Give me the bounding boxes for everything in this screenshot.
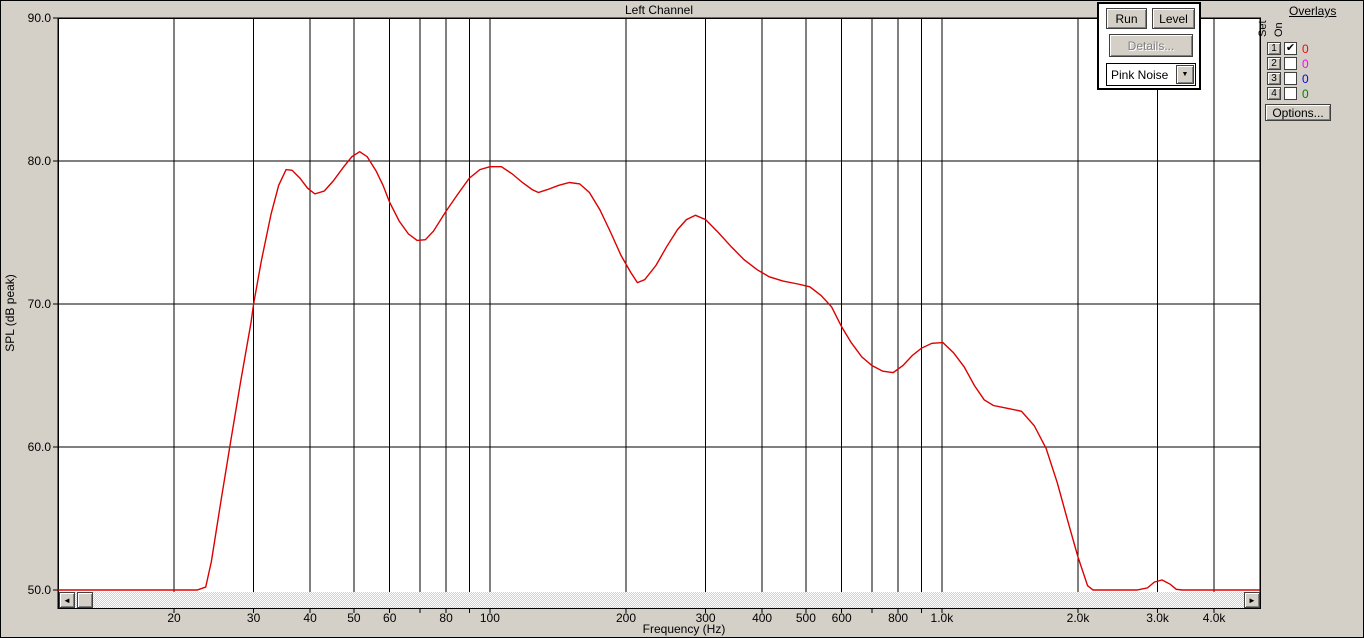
x-tick-label: 1.0k <box>931 611 955 625</box>
x-tick-label: 60 <box>383 611 397 625</box>
chevron-down-icon[interactable]: ▼ <box>1176 65 1194 84</box>
x-tick-label: 400 <box>752 611 772 625</box>
x-tick-label: 100 <box>480 611 500 625</box>
x-tick-label: 3.0k <box>1146 611 1170 625</box>
level-button[interactable]: Level <box>1152 8 1195 29</box>
overlay-set-3-button[interactable]: 3 <box>1267 72 1281 85</box>
x-tick-label: 20 <box>167 611 181 625</box>
x-tick-label: 80 <box>439 611 453 625</box>
x-tick-label: 200 <box>616 611 636 625</box>
overlay-on-2-checkbox[interactable] <box>1284 57 1297 70</box>
overlay-on-1-checkbox[interactable]: ✔ <box>1284 42 1297 55</box>
spl-curve <box>58 150 1260 591</box>
y-tick-label: 50.0 <box>28 583 52 597</box>
overlays-set-column-label: Set <box>1257 20 1269 37</box>
x-tick-label: 2.0k <box>1067 611 1091 625</box>
signal-selected-value: Pink Noise <box>1111 68 1169 82</box>
overlay-set-4-button[interactable]: 4 <box>1267 87 1281 100</box>
overlay-row-1: 1 ✔ 0 <box>1261 42 1363 56</box>
overlay-2-value: 0 <box>1302 57 1309 71</box>
overlay-set-2-button[interactable]: 2 <box>1267 57 1281 70</box>
overlay-1-value: 0 <box>1302 42 1309 56</box>
control-panel: Run Level Details... Pink Noise ▼ <box>1097 2 1201 90</box>
x-axis-title: Frequency (Hz) <box>642 622 726 636</box>
chart-title: Left Channel <box>624 3 694 17</box>
overlay-on-4-checkbox[interactable] <box>1284 87 1297 100</box>
x-tick-label: 800 <box>888 611 908 625</box>
overlay-3-value: 0 <box>1302 72 1309 86</box>
overlay-row-3: 3 0 <box>1261 72 1363 86</box>
overlay-row-4: 4 0 <box>1261 87 1363 101</box>
x-tick-label: 500 <box>796 611 816 625</box>
x-tick-label: 40 <box>303 611 317 625</box>
options-button[interactable]: Options... <box>1265 104 1331 121</box>
run-button[interactable]: Run <box>1106 8 1147 29</box>
frequency-scrollbar[interactable]: ◄ ► <box>59 592 1260 608</box>
scrollbar-thumb[interactable] <box>77 592 93 608</box>
overlay-4-value: 0 <box>1302 87 1309 101</box>
x-tick-label: 30 <box>247 611 261 625</box>
x-tick-label: 600 <box>832 611 852 625</box>
scroll-right-arrow-icon[interactable]: ► <box>1244 592 1260 608</box>
x-tick-label: 4.0k <box>1203 611 1227 625</box>
scroll-left-arrow-icon[interactable]: ◄ <box>59 592 75 608</box>
x-tick-label: 300 <box>696 611 716 625</box>
overlay-row-2: 2 0 <box>1261 57 1363 71</box>
plot-border <box>57 17 1261 609</box>
y-tick-label: 60.0 <box>28 440 52 454</box>
y-tick-label: 90.0 <box>28 11 52 25</box>
details-button: Details... <box>1109 34 1193 57</box>
overlays-title[interactable]: Overlays <box>1289 4 1337 18</box>
overlays-panel: Overlays Set On 1 ✔ 0 2 0 3 0 4 0 Option… <box>1257 1 1363 131</box>
x-tick-label: 50 <box>347 611 361 625</box>
overlays-on-column-label: On <box>1273 22 1285 37</box>
overlay-set-1-button[interactable]: 1 <box>1267 42 1281 55</box>
overlay-on-3-checkbox[interactable] <box>1284 72 1297 85</box>
plot-area <box>58 18 1260 608</box>
signal-select[interactable]: Pink Noise ▼ <box>1106 63 1196 86</box>
y-tick-label: 80.0 <box>28 154 52 168</box>
y-tick-label: 70.0 <box>28 297 52 311</box>
